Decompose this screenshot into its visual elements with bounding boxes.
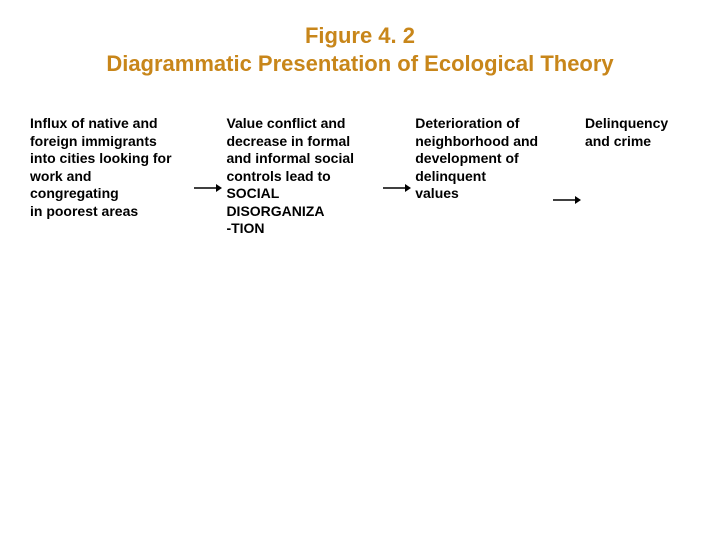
- arrow-icon: [194, 182, 222, 194]
- node-delinquency: Delinquency and crime: [585, 115, 690, 150]
- node-influx: Influx of native and foreign immigrants …: [30, 115, 190, 220]
- arrow-icon: [553, 194, 581, 206]
- node-deterioration: Deterioration of neighborhood and develo…: [415, 115, 549, 203]
- figure-title-line1: Figure 4. 2: [0, 22, 720, 50]
- node-social-disorganization: Value conflict and decrease in formal an…: [226, 115, 379, 238]
- flowchart: Influx of native and foreign immigrants …: [0, 115, 720, 238]
- arrow-icon: [383, 182, 411, 194]
- flowchart-row: Influx of native and foreign immigrants …: [30, 115, 690, 238]
- figure-title-line2: Diagrammatic Presentation of Ecological …: [0, 50, 720, 78]
- figure-title: Figure 4. 2 Diagrammatic Presentation of…: [0, 0, 720, 77]
